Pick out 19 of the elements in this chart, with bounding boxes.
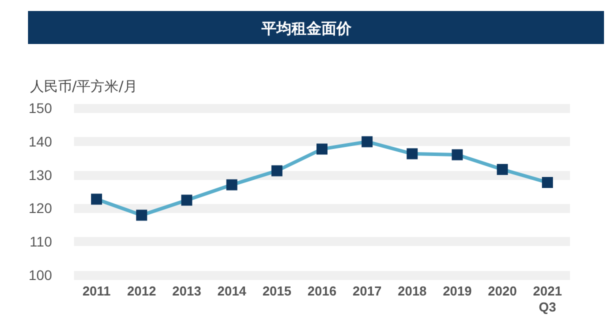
x-tick-label: 2011 — [82, 284, 111, 298]
y-tick-label: 140 — [28, 133, 52, 150]
x-tick-label: 2014 — [217, 284, 248, 298]
y-tick-label: 110 — [30, 234, 52, 250]
y-tick-label: 120 — [28, 200, 52, 216]
x-tick-label: 2018 — [398, 284, 427, 298]
x-tick-label: 2019 — [442, 284, 472, 298]
x-tick-label: 2020 — [488, 284, 517, 298]
x-tick-label: 2013 — [172, 284, 202, 298]
chart-title: 平均租金面价 — [260, 20, 352, 38]
y-axis-title: 人民币/平方米/月 — [30, 79, 138, 95]
x-tick-label: 2012 — [127, 284, 156, 298]
x-tick-label: 2017 — [352, 284, 382, 298]
y-tick-label: 150 — [28, 100, 52, 116]
y-tick-label: 130 — [28, 166, 52, 183]
x-tick-label: 2021 Q3 — [532, 284, 562, 314]
y-tick-label: 100 — [28, 267, 52, 283]
x-tick-label: 2015 — [262, 284, 292, 298]
x-tick-label: 2016 — [308, 284, 336, 298]
